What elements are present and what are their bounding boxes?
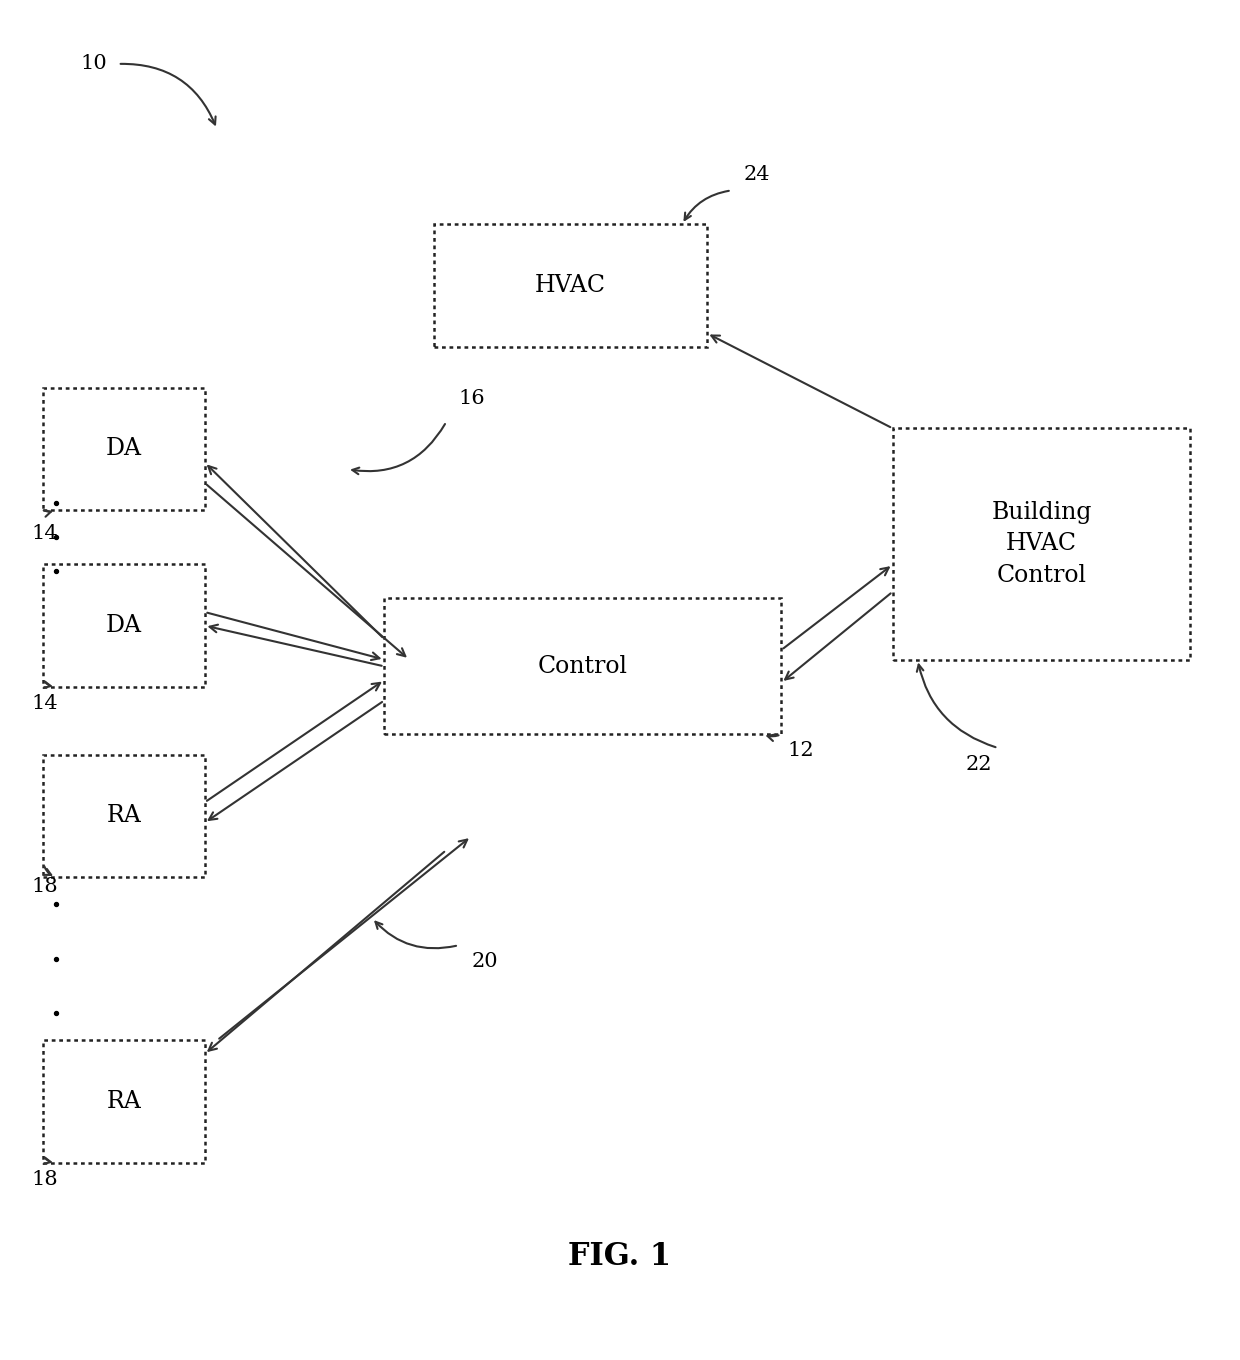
FancyArrowPatch shape [120, 64, 216, 125]
Bar [893, 428, 1190, 660]
FancyArrowPatch shape [43, 866, 51, 874]
Text: RA: RA [107, 805, 141, 827]
Bar [434, 224, 707, 347]
FancyArrowPatch shape [768, 734, 779, 741]
Text: 24: 24 [744, 165, 770, 184]
FancyArrowPatch shape [43, 681, 51, 688]
FancyArrowPatch shape [352, 424, 445, 475]
Text: HVAC: HVAC [534, 275, 606, 296]
Text: 22: 22 [966, 755, 992, 774]
Text: 18: 18 [31, 877, 57, 896]
Bar [384, 598, 781, 734]
Text: DA: DA [105, 438, 143, 460]
Text: FIG. 1: FIG. 1 [568, 1240, 672, 1272]
FancyArrowPatch shape [916, 665, 996, 747]
Text: 12: 12 [787, 741, 813, 760]
Text: 20: 20 [471, 952, 497, 971]
Text: Building
HVAC
Control: Building HVAC Control [991, 500, 1092, 588]
Text: 14: 14 [31, 694, 57, 713]
FancyArrowPatch shape [43, 510, 51, 517]
Text: 18: 18 [31, 1170, 57, 1189]
Bar [43, 564, 205, 687]
Text: 14: 14 [31, 524, 57, 543]
Text: DA: DA [105, 615, 143, 636]
FancyArrowPatch shape [684, 190, 729, 220]
Text: 16: 16 [459, 389, 485, 408]
FancyArrowPatch shape [43, 1157, 51, 1164]
Text: Control: Control [538, 656, 627, 677]
FancyArrowPatch shape [376, 922, 456, 948]
Text: 10: 10 [81, 54, 108, 73]
Bar [43, 388, 205, 510]
Text: RA: RA [107, 1091, 141, 1112]
Bar [43, 755, 205, 877]
Bar [43, 1040, 205, 1163]
